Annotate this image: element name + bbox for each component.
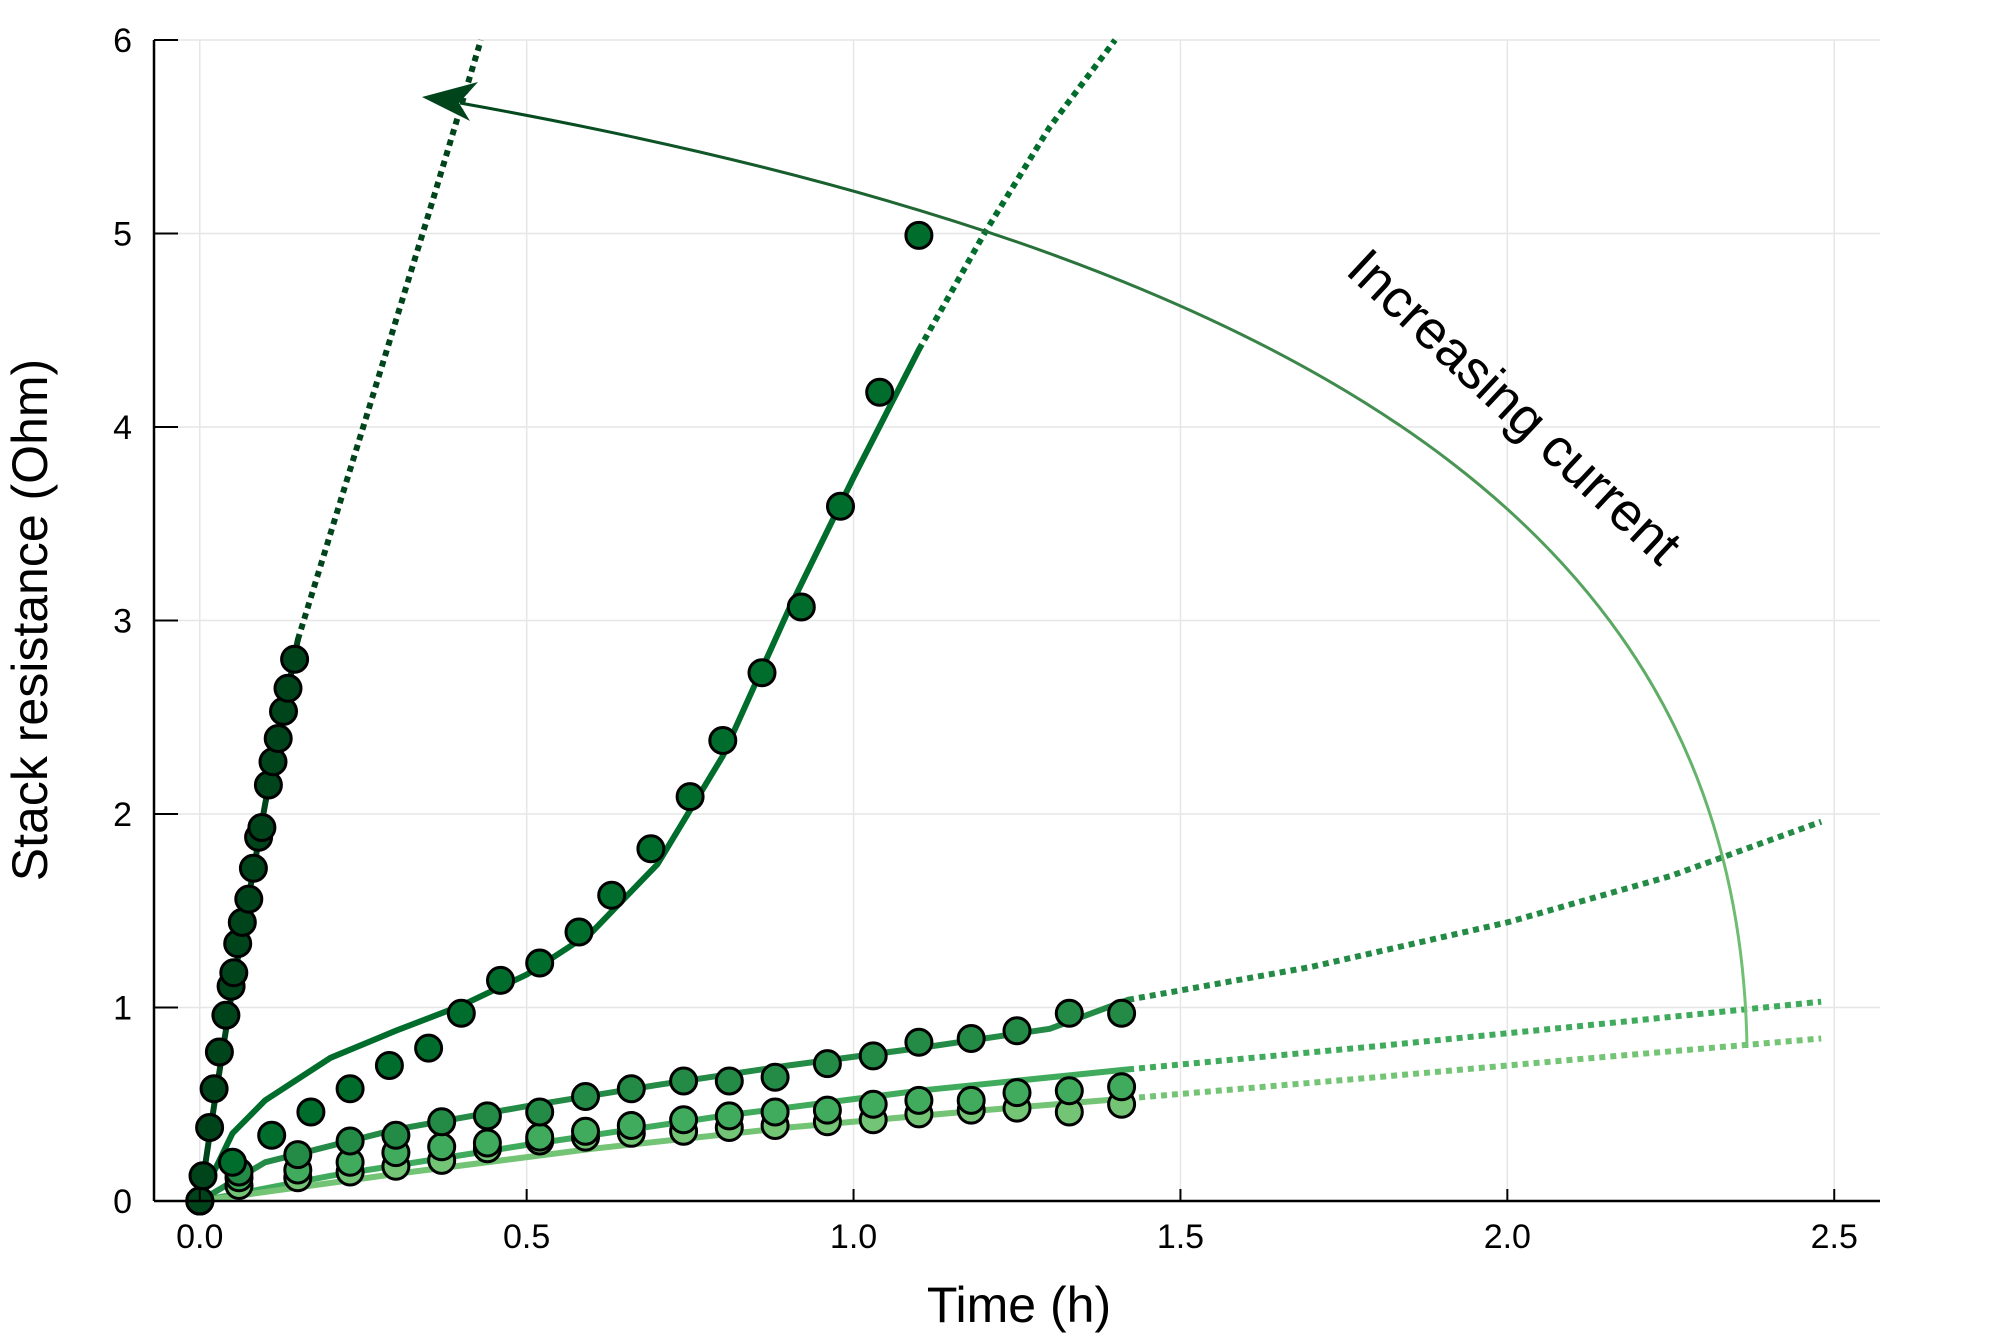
- y-tick-label: 4: [113, 409, 132, 447]
- increasing-current-arrow: [459, 101, 1749, 1049]
- data-point-series-2: [708, 726, 738, 755]
- x-tick-label: 1.5: [1157, 1218, 1204, 1256]
- data-point-series-3: [381, 1120, 411, 1150]
- y-tick-label: 0: [113, 1183, 132, 1221]
- data-point-series-2: [446, 998, 476, 1028]
- extrapolation-line-series-2: [916, 38, 1118, 352]
- data-point-series-1: [211, 1000, 241, 1030]
- data-point-series-3: [669, 1066, 699, 1096]
- y-tick-label: 3: [113, 603, 132, 641]
- data-point-series-1: [263, 724, 293, 753]
- data-point-series-2: [597, 880, 627, 910]
- data-point-series-3: [812, 1049, 842, 1079]
- data-point-series-4: [812, 1095, 842, 1125]
- data-point-series-4: [1054, 1076, 1084, 1106]
- data-point-series-3: [427, 1107, 457, 1137]
- grid: [154, 39, 1880, 1202]
- data-point-series-3: [714, 1066, 744, 1096]
- x-axis-title: Time (h): [927, 1277, 1111, 1333]
- data-point-series-1: [188, 1161, 218, 1191]
- data-point-series-2: [747, 658, 777, 688]
- data-point-series-1: [195, 1113, 225, 1142]
- data-point-series-1: [258, 747, 288, 777]
- data-point-series-1: [204, 1037, 234, 1067]
- y-ticks: 0 1 2 3 4 5 6: [113, 22, 178, 1221]
- data-point-series-3: [335, 1126, 365, 1156]
- data-point-series-1: [253, 770, 283, 800]
- data-point-series-1: [199, 1074, 229, 1104]
- data-point-series-4: [472, 1128, 502, 1158]
- data-point-series-2: [486, 965, 515, 995]
- increasing-current-label: Increasing current: [1336, 238, 1693, 577]
- data-point-series-3: [571, 1082, 600, 1111]
- data-point-series-2: [826, 491, 855, 521]
- extrapolation-line-series-5: [1127, 1035, 1822, 1102]
- data-point-series-4: [616, 1111, 646, 1140]
- data-point-series-4: [956, 1085, 986, 1115]
- data-point-series-2: [374, 1051, 404, 1080]
- data-points: [185, 220, 1137, 1216]
- data-point-series-2: [786, 592, 816, 622]
- y-tick-label: 6: [113, 22, 132, 60]
- data-point-series-1: [238, 853, 268, 883]
- extrapolation-line-series-4: [1127, 998, 1822, 1073]
- data-point-series-3: [1002, 1016, 1032, 1046]
- data-point-series-3: [956, 1024, 986, 1053]
- extrapolation-line-series-3: [1127, 818, 1823, 1003]
- arrowhead-icon: [422, 82, 478, 121]
- data-point-series-3: [616, 1074, 646, 1104]
- data-point-series-4: [1002, 1078, 1032, 1108]
- data-point-series-3: [283, 1140, 313, 1170]
- data-point-series-1: [234, 884, 264, 914]
- x-tick-label: 1.0: [830, 1218, 877, 1256]
- data-point-series-3: [904, 1027, 934, 1057]
- data-point-series-4: [427, 1132, 457, 1162]
- x-tick-label: 0.5: [503, 1218, 550, 1256]
- data-point-series-2: [564, 917, 594, 947]
- data-point-series-2: [296, 1097, 326, 1127]
- data-point-series-4: [904, 1085, 934, 1115]
- data-point-series-4: [714, 1101, 744, 1131]
- data-point-series-4: [669, 1105, 699, 1135]
- data-point-series-2: [865, 377, 895, 407]
- data-point-series-3: [472, 1101, 502, 1131]
- data-point-series-3: [760, 1062, 790, 1092]
- data-point-series-3: [525, 1097, 555, 1127]
- data-point-series-3: [1054, 998, 1084, 1028]
- data-point-series-2: [257, 1120, 287, 1150]
- data-point-series-1: [269, 696, 298, 726]
- x-ticks: 0.0 0.5 1.0 1.5 2.0 2.5: [176, 1189, 1858, 1256]
- data-point-series-2: [904, 220, 934, 250]
- x-tick-label: 0.0: [176, 1218, 223, 1256]
- data-point-series-1: [273, 673, 303, 703]
- x-tick-label: 2.5: [1811, 1218, 1858, 1256]
- y-tick-label: 2: [113, 796, 132, 834]
- y-tick-label: 1: [113, 990, 132, 1028]
- data-point-series-3: [1107, 998, 1137, 1028]
- data-point-series-4: [571, 1116, 600, 1146]
- extrapolation-line-series-1: [294, 39, 484, 641]
- data-point-series-2: [525, 948, 555, 978]
- data-point-series-1: [247, 813, 277, 842]
- data-point-series-1: [219, 958, 249, 988]
- data-point-series-3: [858, 1041, 888, 1071]
- y-tick-label: 5: [113, 216, 132, 254]
- data-point-series-4: [525, 1122, 555, 1152]
- data-point-series-2: [675, 782, 705, 812]
- data-point-series-4: [760, 1097, 790, 1127]
- fit-line-series-2: [196, 346, 922, 1204]
- data-point-series-2: [218, 1147, 247, 1177]
- data-point-series-1: [280, 644, 310, 674]
- data-point-series-2: [414, 1033, 444, 1063]
- data-point-series-4: [858, 1089, 888, 1119]
- data-point-series-2: [335, 1074, 365, 1104]
- data-point-series-2: [636, 834, 666, 864]
- y-axis-title: Stack resistance (Ohm): [2, 359, 58, 881]
- data-point-series-4: [1107, 1072, 1137, 1102]
- x-tick-label: 2.0: [1484, 1218, 1531, 1256]
